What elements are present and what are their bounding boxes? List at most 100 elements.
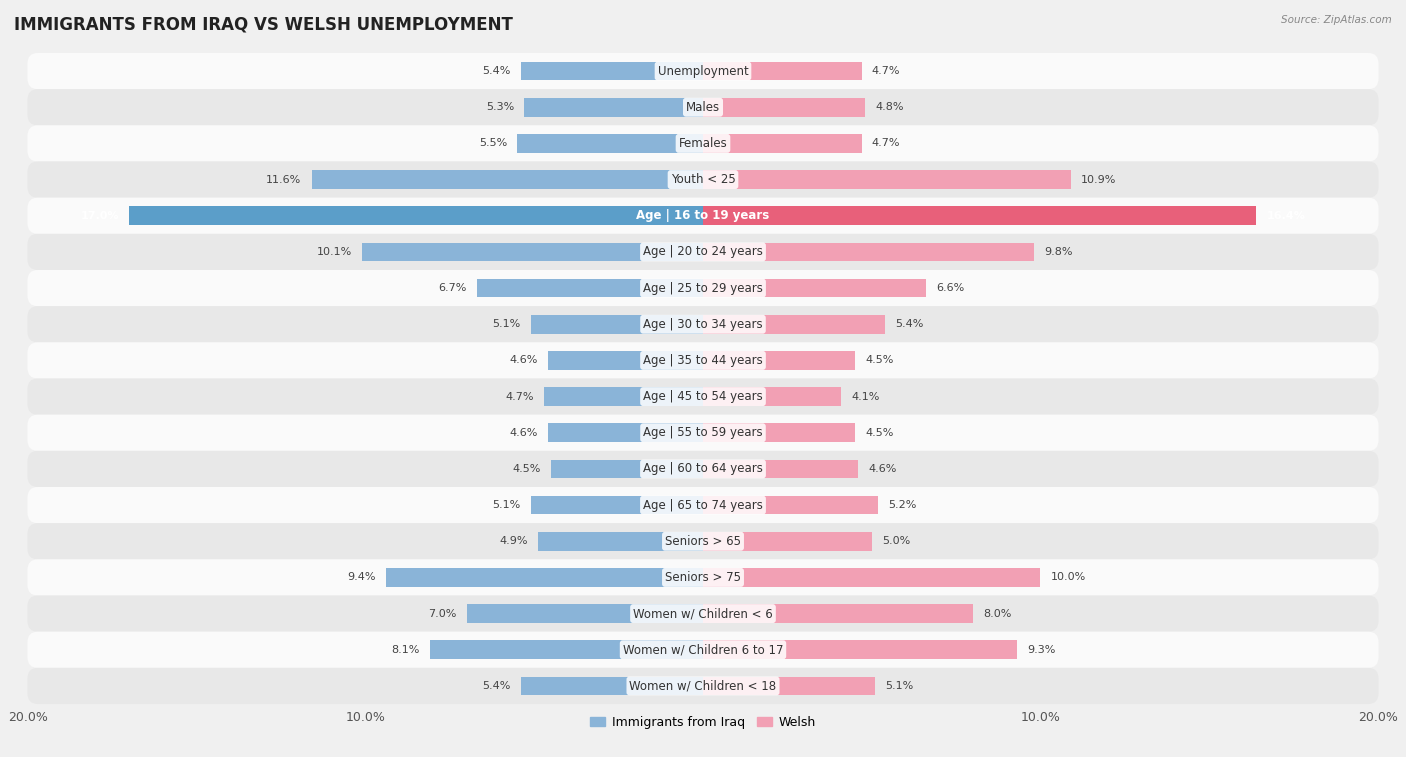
Text: 4.6%: 4.6% <box>509 428 537 438</box>
FancyBboxPatch shape <box>28 161 1378 198</box>
FancyBboxPatch shape <box>28 126 1378 161</box>
Text: 5.4%: 5.4% <box>482 66 510 76</box>
Text: 9.3%: 9.3% <box>1026 645 1056 655</box>
FancyBboxPatch shape <box>28 668 1378 704</box>
Text: 5.3%: 5.3% <box>486 102 515 112</box>
Text: Women w/ Children 6 to 17: Women w/ Children 6 to 17 <box>623 643 783 656</box>
Bar <box>703 640 1017 659</box>
Text: 4.7%: 4.7% <box>872 139 900 148</box>
Text: Women w/ Children < 6: Women w/ Children < 6 <box>633 607 773 620</box>
Bar <box>537 532 703 550</box>
FancyBboxPatch shape <box>28 270 1378 306</box>
Text: 9.8%: 9.8% <box>1043 247 1073 257</box>
Text: Age | 55 to 59 years: Age | 55 to 59 years <box>643 426 763 439</box>
Text: 4.8%: 4.8% <box>875 102 904 112</box>
Text: 5.2%: 5.2% <box>889 500 917 510</box>
Text: 5.4%: 5.4% <box>482 681 510 691</box>
Text: 5.4%: 5.4% <box>896 319 924 329</box>
Text: 9.4%: 9.4% <box>347 572 375 582</box>
FancyBboxPatch shape <box>28 559 1378 596</box>
Text: Age | 35 to 44 years: Age | 35 to 44 years <box>643 354 763 367</box>
FancyBboxPatch shape <box>28 523 1378 559</box>
Text: Unemployment: Unemployment <box>658 64 748 77</box>
FancyBboxPatch shape <box>28 631 1378 668</box>
Bar <box>548 351 703 370</box>
Text: 7.0%: 7.0% <box>429 609 457 618</box>
Bar <box>703 207 1257 225</box>
FancyBboxPatch shape <box>28 234 1378 270</box>
Text: 4.6%: 4.6% <box>869 464 897 474</box>
Text: Age | 25 to 29 years: Age | 25 to 29 years <box>643 282 763 294</box>
FancyBboxPatch shape <box>28 342 1378 378</box>
Text: Males: Males <box>686 101 720 114</box>
FancyBboxPatch shape <box>28 596 1378 631</box>
Text: 4.7%: 4.7% <box>872 66 900 76</box>
Bar <box>524 98 703 117</box>
Text: 8.0%: 8.0% <box>983 609 1011 618</box>
FancyBboxPatch shape <box>28 451 1378 487</box>
Text: 5.0%: 5.0% <box>882 536 910 547</box>
Bar <box>517 134 703 153</box>
Text: 4.5%: 4.5% <box>865 356 893 366</box>
Text: 4.5%: 4.5% <box>513 464 541 474</box>
Text: Age | 45 to 54 years: Age | 45 to 54 years <box>643 390 763 403</box>
Bar <box>703 496 879 515</box>
Bar <box>520 61 703 80</box>
Text: IMMIGRANTS FROM IRAQ VS WELSH UNEMPLOYMENT: IMMIGRANTS FROM IRAQ VS WELSH UNEMPLOYME… <box>14 15 513 33</box>
FancyBboxPatch shape <box>28 306 1378 342</box>
Bar <box>531 315 703 334</box>
Text: Age | 20 to 24 years: Age | 20 to 24 years <box>643 245 763 258</box>
Text: 4.1%: 4.1% <box>852 391 880 401</box>
Bar <box>703 677 875 696</box>
Text: Females: Females <box>679 137 727 150</box>
Bar <box>363 242 703 261</box>
Bar <box>703 315 886 334</box>
Text: 17.0%: 17.0% <box>80 210 120 221</box>
Bar <box>551 459 703 478</box>
Bar <box>129 207 703 225</box>
Bar <box>703 351 855 370</box>
Text: Age | 30 to 34 years: Age | 30 to 34 years <box>643 318 763 331</box>
Bar <box>477 279 703 298</box>
Bar <box>703 532 872 550</box>
FancyBboxPatch shape <box>28 415 1378 451</box>
Bar <box>703 242 1033 261</box>
Text: 5.1%: 5.1% <box>492 500 520 510</box>
Text: 16.4%: 16.4% <box>1267 210 1305 221</box>
Text: Seniors > 65: Seniors > 65 <box>665 534 741 548</box>
Bar <box>703 387 841 406</box>
Bar <box>703 423 855 442</box>
Text: 5.5%: 5.5% <box>479 139 508 148</box>
Text: Source: ZipAtlas.com: Source: ZipAtlas.com <box>1281 15 1392 25</box>
Bar <box>520 677 703 696</box>
Text: 5.1%: 5.1% <box>492 319 520 329</box>
Bar <box>544 387 703 406</box>
Text: 10.0%: 10.0% <box>1050 572 1085 582</box>
Bar <box>385 568 703 587</box>
Text: 10.9%: 10.9% <box>1081 175 1116 185</box>
Text: 11.6%: 11.6% <box>266 175 301 185</box>
Text: Women w/ Children < 18: Women w/ Children < 18 <box>630 680 776 693</box>
Bar <box>703 568 1040 587</box>
Bar <box>703 98 865 117</box>
Text: 4.7%: 4.7% <box>506 391 534 401</box>
Bar <box>430 640 703 659</box>
Bar <box>548 423 703 442</box>
Bar <box>703 61 862 80</box>
Text: 4.9%: 4.9% <box>499 536 527 547</box>
Bar <box>312 170 703 189</box>
Bar <box>703 459 858 478</box>
Text: 5.1%: 5.1% <box>886 681 914 691</box>
Bar <box>703 134 862 153</box>
Text: 10.1%: 10.1% <box>316 247 352 257</box>
Bar <box>703 170 1071 189</box>
Text: 6.7%: 6.7% <box>439 283 467 293</box>
FancyBboxPatch shape <box>28 198 1378 234</box>
Text: 8.1%: 8.1% <box>391 645 419 655</box>
Text: Seniors > 75: Seniors > 75 <box>665 571 741 584</box>
Text: Age | 60 to 64 years: Age | 60 to 64 years <box>643 463 763 475</box>
FancyBboxPatch shape <box>28 487 1378 523</box>
Text: 4.6%: 4.6% <box>509 356 537 366</box>
Text: Age | 16 to 19 years: Age | 16 to 19 years <box>637 209 769 223</box>
Bar <box>531 496 703 515</box>
